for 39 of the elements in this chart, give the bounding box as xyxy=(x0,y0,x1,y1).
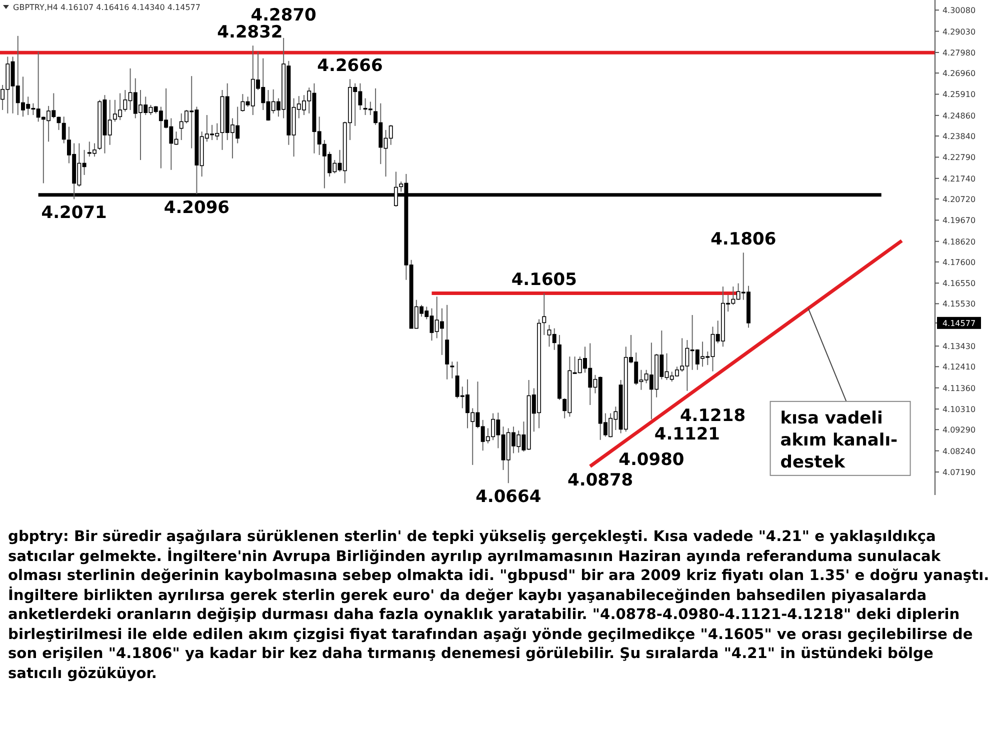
y-tick-label: 4.10310 xyxy=(942,405,976,414)
annotation: 4.1605 xyxy=(511,270,577,290)
y-tick-label: 4.29030 xyxy=(942,27,976,36)
y-tick-label: 4.09290 xyxy=(942,426,976,435)
annotation: 4.1218 xyxy=(680,406,746,426)
y-tick-label: 4.11360 xyxy=(942,384,976,393)
candlestick xyxy=(450,361,454,379)
chart-title: GBPTRY,H4 4.16107 4.16416 4.14340 4.14577 xyxy=(13,3,200,12)
y-tick-label: 4.08240 xyxy=(942,446,976,456)
y-tick-label: 4.17600 xyxy=(942,258,976,267)
y-tick-label: 4.23840 xyxy=(942,132,976,142)
annotation: 4.0980 xyxy=(618,450,684,470)
y-tick-label: 4.26960 xyxy=(942,69,976,78)
annotation: 4.2096 xyxy=(164,198,230,218)
y-tick-label: 4.25910 xyxy=(942,90,976,100)
y-tick-label: 4.24860 xyxy=(942,111,976,120)
annotation: 4.0878 xyxy=(568,470,634,490)
annotation: 4.1121 xyxy=(654,424,720,444)
candlestick xyxy=(542,292,546,336)
y-tick-label: 4.16550 xyxy=(942,279,976,288)
annotation: 4.0664 xyxy=(476,487,542,508)
y-tick-label: 4.21740 xyxy=(942,174,976,184)
y-tick-label: 4.18620 xyxy=(942,237,976,246)
annotation: 4.2071 xyxy=(41,203,107,224)
y-tick-label: 4.19670 xyxy=(942,216,976,226)
y-tick-label: 4.22790 xyxy=(942,153,976,162)
y-tick-label: 4.15530 xyxy=(942,300,976,309)
text: gbptry: Bir süredir aşağılara sürüklenen sterlin' de tepki yükseliş gerçekleşti. Kısa vadede "4.21" e yaklaşıldıkça satıcılar gelmekte. İngiltere'nin Avrupa Birliğinden ayrılıp ayrılmamasının Haziran ayında referanduma sunulacak olması sterlinin değerinin kaybolmasına sebep olmakta idi. "gbpusd" bir ara 2009 kriz fiyatı olan 1.35' e doğru yanaştı. İngiltere birlikten ayrılırsa gerek sterlin gerek euro' da değer kaybı yaşanabileceğinden bahsedilen piyasalarda anketlerdeki oranların değişip durması daha fazla oynaklık yaratabilir. "4.0878-4.0980-4.1121-4.1218" deki diplerin birleştirilmesi ile elde edilen akım çizgisi fiyat tarafından aşağı yönde geçilmedikçe "4.1605" ve orası geçilebilirse de son erişilen "4.1806" ya kadar bir kez daha tırmanış denemesi görülebilir. Şu sıralarda "4.21" in üstündeki bölge satıcılı gözüküyor. xyxy=(7,527,990,683)
y-tick-label: 4.14577 xyxy=(942,318,976,328)
y-tick-label: 4.13430 xyxy=(942,342,976,352)
y-tick-label: 4.30080 xyxy=(942,6,976,16)
annotation: kısa vadeli akım kanalı-destek xyxy=(780,408,898,472)
annotation: 4.1806 xyxy=(710,230,776,250)
y-tick-label: 4.07190 xyxy=(942,468,976,477)
y-tick-label: 4.20720 xyxy=(942,194,976,204)
annotation: 4.2666 xyxy=(317,56,383,76)
y-tick-label: 4.27980 xyxy=(942,48,976,58)
candlestick xyxy=(62,116,66,144)
y-tick-label: 4.12410 xyxy=(942,362,976,372)
